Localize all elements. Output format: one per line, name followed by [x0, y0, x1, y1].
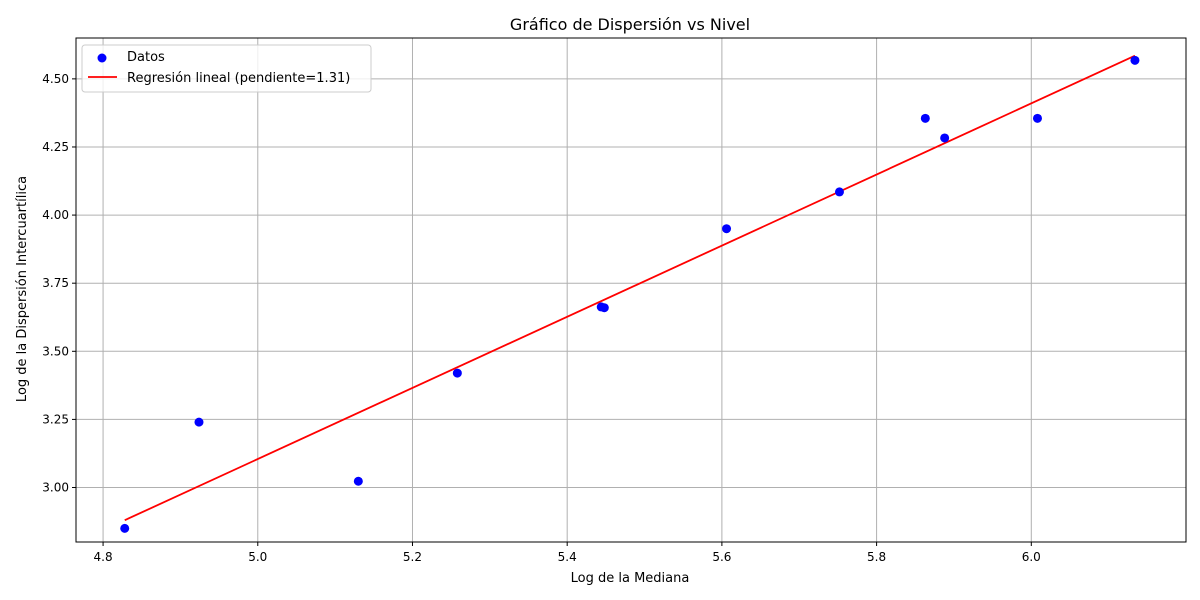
x-tick-label: 5.2 — [403, 550, 422, 564]
plot-frame — [75, 37, 1187, 543]
y-axis-title: Log de la Dispersión Intercuartílica — [15, 176, 30, 402]
legend-marker-datos — [97, 53, 107, 63]
data-point — [599, 303, 609, 313]
y-gridlines — [76, 78, 1186, 489]
x-tick-label: 5.4 — [558, 550, 577, 564]
data-point — [722, 224, 732, 234]
x-tick-label: 4.8 — [94, 550, 113, 564]
x-tick-label: 5.0 — [248, 550, 267, 564]
x-tick-label: 5.8 — [867, 550, 886, 564]
data-point — [194, 417, 204, 427]
data-point — [1130, 55, 1140, 65]
data-point — [353, 476, 363, 486]
x-gridlines — [102, 38, 1032, 542]
legend-label-regresion: Regresión lineal (pendiente=1.31) — [127, 71, 350, 86]
x-axis-ticks: 4.8 5.0 5.2 5.4 5.6 5.8 6.0 — [94, 542, 1041, 564]
legend: Datos Regresión lineal (pendiente=1.31) — [81, 44, 372, 93]
data-point — [940, 133, 950, 143]
x-tick-label: 5.6 — [712, 550, 731, 564]
data-point — [120, 523, 130, 533]
legend-box — [81, 44, 372, 93]
y-tick-label: 4.25 — [42, 140, 69, 154]
y-tick-label: 4.00 — [42, 208, 69, 222]
x-tick-label: 6.0 — [1022, 550, 1041, 564]
data-point — [452, 368, 462, 378]
plot-area — [75, 37, 1187, 543]
regression-line — [124, 54, 1136, 522]
y-tick-label: 3.50 — [42, 344, 69, 358]
y-axis-ticks: 3.00 3.25 3.50 3.75 4.00 4.25 4.50 — [42, 72, 76, 495]
legend-label-datos: Datos — [127, 50, 165, 65]
data-point — [920, 113, 930, 123]
y-tick-label: 3.25 — [42, 412, 69, 426]
data-point — [834, 187, 844, 197]
x-axis-title: Log de la Mediana — [571, 571, 690, 586]
chart-title: Gráfico de Dispersión vs Nivel — [510, 15, 750, 34]
y-tick-label: 3.00 — [42, 481, 69, 495]
y-tick-label: 4.50 — [42, 72, 69, 86]
data-point — [1032, 113, 1042, 123]
regression-line-group — [124, 54, 1136, 522]
data-points — [120, 55, 1140, 533]
y-tick-label: 3.75 — [42, 276, 69, 290]
